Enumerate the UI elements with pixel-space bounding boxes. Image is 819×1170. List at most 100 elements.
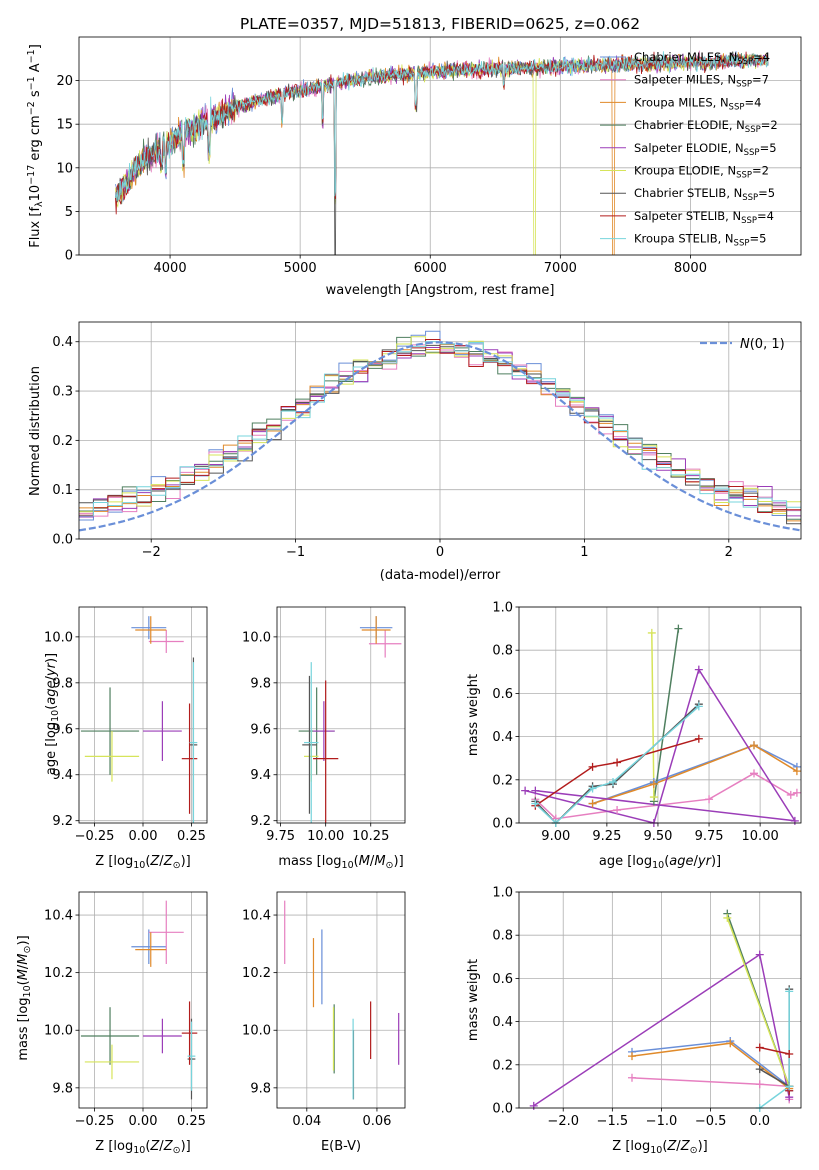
- z_weight-marker: [755, 1065, 764, 1074]
- age_weight-marker: [531, 799, 540, 808]
- spectrum-xlabel: wavelength [Angstrom, rest frame]: [326, 283, 555, 298]
- age_weight-grid: [519, 606, 801, 824]
- z_age-ytick-label: 9.2: [52, 814, 73, 829]
- age_weight-marker: [790, 816, 799, 825]
- age_weight-line-kroupa-elodie: [651, 632, 655, 798]
- z_age-frame: [78, 606, 208, 824]
- age_weight-marker: [694, 734, 703, 743]
- age_weight-xtick-label: 9.75: [695, 829, 724, 844]
- figure-title: PLATE=0357, MJD=51813, FIBERID=0625, z=0…: [240, 15, 640, 33]
- residuals-xtick-label: 2: [725, 545, 733, 560]
- z_age-xtick-label: 0.25: [177, 829, 206, 844]
- spectrum-ylabel: Flux [fλ10−17 erg cm−2 s−1 A−1]: [26, 44, 45, 248]
- ebv_mass-xtick-label: 0.04: [292, 1114, 321, 1129]
- spectrum-plot-area: [115, 50, 769, 255]
- legend-label: Chabrier MILES, NSSP=4: [634, 50, 770, 67]
- mass_age-grid: [277, 607, 405, 823]
- z_mass-grid: [79, 892, 207, 1108]
- age_weight-xtick-label: 10.00: [742, 829, 779, 844]
- spectrum-ytick-label: 5: [65, 205, 73, 220]
- age_weight-xtick-label: 9.25: [592, 829, 621, 844]
- age_weight-marker: [588, 762, 597, 771]
- z_weight-ytick-label: 0.4: [492, 1015, 513, 1030]
- age_weight-marker: [786, 790, 795, 799]
- residuals-frame: [78, 321, 802, 540]
- age_weight-ytick-label: 0.8: [492, 644, 513, 659]
- z_weight-ytick-label: 0.2: [492, 1058, 513, 1073]
- age_weight-marker: [792, 767, 801, 776]
- legend-label: Kroupa STELIB, NSSP=5: [634, 232, 766, 249]
- age_weight-line-chabrier-elodie: [653, 628, 680, 802]
- mass_age-ytick-label: 9.8: [250, 676, 271, 691]
- ebv_mass-grid: [277, 892, 405, 1108]
- age_weight-ytick-label: 0.6: [492, 687, 513, 702]
- z_weight-marker: [627, 1073, 636, 1082]
- mass_age-frame: [276, 606, 406, 824]
- residual-ylabel: Normed distribution: [28, 366, 43, 496]
- spectrum-xtick-label: 5000: [284, 261, 317, 276]
- z_mass-frame: [78, 891, 208, 1109]
- spectrum-xtick-label: 6000: [414, 261, 447, 276]
- z-weight-xlabel: Z [log10(Z/Z⊙)]: [612, 1139, 707, 1156]
- age_weight-marker: [531, 786, 540, 795]
- age_weight-marker: [588, 799, 597, 808]
- mass_age-ytick-label: 9.6: [250, 722, 271, 737]
- spectrum-ytick-label: 10: [56, 161, 73, 176]
- residuals-xtick-label: 0: [436, 545, 444, 560]
- mass_age-xtick-label: 10.00: [307, 829, 344, 844]
- z_weight-ytick-label: 0.6: [492, 972, 513, 987]
- ebv_mass-ytick-label: 10.4: [242, 909, 271, 924]
- spectrum-legend: Chabrier MILES, NSSP=4 Salpeter MILES, NS…: [600, 50, 778, 249]
- residuals-ytick-label: 0.1: [52, 483, 73, 498]
- age_weight-ytick-label: 0.4: [492, 730, 513, 745]
- mass-age-panel: mass [log10(M/M⊙)] 9.75 10.00 10.25 9.2 9.4 9…: [242, 606, 406, 871]
- z_age-xtick-label: −0.25: [75, 829, 115, 844]
- z_age-grid: [79, 607, 207, 823]
- spectrum-line-kroupa-stelib: [115, 51, 769, 202]
- z-mass-xlabel: Z [log10(Z/Z⊙)]: [95, 1139, 190, 1156]
- z_weight-marker: [785, 987, 794, 996]
- z_weight-line-chabrier-stelib: [759, 989, 790, 1088]
- residual-panel: (data-model)/error Normed distribution −…: [28, 321, 802, 583]
- z-age-ylabel: age [log10(age/yr)]: [44, 653, 61, 775]
- residuals-ytick-label: 0.2: [52, 434, 73, 449]
- age_weight-xtick-label: 9.50: [643, 829, 672, 844]
- residuals-ytick-label: 0.3: [52, 385, 73, 400]
- age_weight-marker: [647, 628, 656, 637]
- spectrum-ytick-label: 0: [65, 249, 73, 264]
- age_weight-marker: [649, 793, 658, 802]
- age_weight-marker: [613, 806, 622, 815]
- z_weight-marker: [529, 1101, 538, 1110]
- z_age-ytick-label: 9.6: [52, 722, 73, 737]
- z_weight-marker: [726, 1039, 735, 1048]
- ebv_mass-ytick-label: 10.0: [242, 1024, 271, 1039]
- z-mass-panel: Z [log10(Z/Z⊙)] mass [log10(M/M⊙)] −0.25…: [16, 891, 208, 1156]
- z_mass-ytick-label: 10.4: [44, 909, 73, 924]
- spectrum-panel: wavelength [Angstrom, rest frame] Flux […: [26, 36, 802, 298]
- ebv_mass-ytick-label: 9.8: [250, 1081, 271, 1096]
- legend-label: Kroupa MILES, NSSP=4: [634, 95, 761, 112]
- mass_age-plot-area: [298, 616, 402, 823]
- z-weight-ylabel: mass weight: [466, 959, 481, 1041]
- age_weight-marker: [694, 702, 703, 711]
- z_mass-plot-area: [80, 900, 198, 1100]
- mass_age-ytick-label: 10.0: [242, 630, 271, 645]
- z_weight-plot-area: [533, 913, 790, 1108]
- age_weight-marker: [750, 741, 758, 750]
- legend-label: Kroupa ELODIE, NSSP=2: [634, 164, 769, 181]
- residual-xlabel: (data-model)/error: [380, 568, 501, 583]
- z_weight-marker: [755, 950, 764, 959]
- z_weight-frame: [518, 891, 802, 1109]
- residuals-ytick-label: 0.4: [52, 335, 73, 350]
- z_weight-xtick-label: −0.5: [695, 1114, 727, 1129]
- age_weight-ytick-label: 0.0: [492, 817, 513, 832]
- ebv-mass-panel: E(B-V) 0.04 0.06 9.8 10.0 10.2 10.4: [242, 891, 406, 1154]
- z_weight-marker: [755, 1043, 764, 1052]
- ebv-xlabel: E(B-V): [321, 1139, 361, 1154]
- ebv_mass-plot-area: [284, 900, 400, 1100]
- z_weight-ytick-label: 1.0: [492, 886, 513, 901]
- age_weight-marker: [792, 788, 801, 797]
- age_weight-marker: [613, 758, 622, 767]
- z_weight-marker: [785, 1050, 794, 1058]
